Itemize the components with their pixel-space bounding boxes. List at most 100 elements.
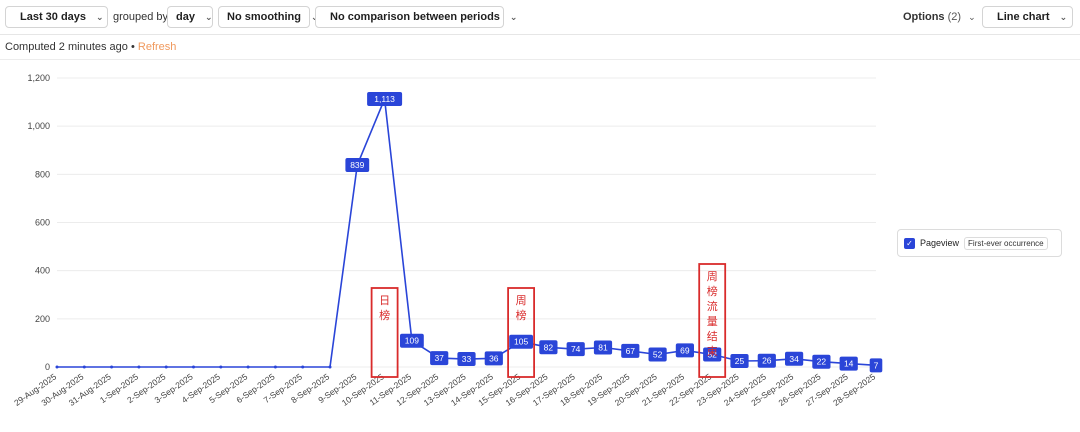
annotation-char: 日 [379,294,390,307]
chevron-down-icon: ⌄ [1059,12,1068,22]
insight-toolbar: Last 30 days ⌄ grouped by day ⌄ No smoot… [0,0,1080,35]
data-point [55,365,59,369]
refresh-link[interactable]: Refresh [137,41,177,53]
y-tick-label: 800 [35,169,50,179]
data-label-badge [621,343,640,358]
data-label: 36 [489,353,499,363]
chevron-down-icon: ⌄ [509,12,518,22]
annotation-char: 周 [707,270,718,283]
data-label-badge [509,334,533,349]
annotation-char: 量 [707,315,718,328]
grouped-by-label: grouped by [113,11,169,23]
data-label: 74 [571,344,581,354]
data-point [137,365,141,369]
data-point [82,365,86,369]
y-tick-label: 600 [35,218,50,228]
data-label-badge [593,340,613,355]
data-label: 52 [653,349,663,359]
computed-time: Computed 2 minutes ago [5,41,128,53]
data-point [164,365,168,369]
line-chart: 02004006008001,0001,20029-Aug-202530-Aug… [12,73,883,408]
chevron-down-icon: ⌄ [204,12,213,22]
data-label: 14 [844,359,854,369]
interval-select[interactable]: day ⌄ [167,6,213,28]
annotation-box [698,263,727,378]
data-label-badge [566,342,585,357]
data-label-badge [648,347,667,362]
data-label-badge [785,351,804,366]
series-line-pageview [57,98,877,368]
options-label: Options [903,11,945,23]
data-label-badge [539,340,558,355]
y-tick-label: 1,000 [27,121,50,131]
annotation-char: 结 [707,330,718,343]
data-label: 37 [434,353,444,363]
data-label: 69 [680,345,690,355]
options-button[interactable]: Options (2) ⌄ [903,6,976,28]
data-label-badge [457,352,476,367]
date-range-button[interactable]: Last 30 days ⌄ [5,6,108,28]
annotation-char: 榜 [707,284,718,298]
data-label: 26 [762,356,772,366]
chevron-down-icon: ⌄ [96,12,104,22]
chart-area: 0 200 400 600 800 1,000 1,200 29-Aug-2025 30-Aug… [0,60,1080,427]
legend-checkbox[interactable]: ✓ [904,237,915,249]
annotation-box [507,287,536,378]
data-label-badge [703,347,722,362]
data-label-badge [367,91,403,106]
chart-type-value: Line chart [997,11,1050,23]
data-label: 1,113 [374,94,395,104]
data-label: 82 [544,342,554,352]
data-point [273,365,277,369]
data-label-badge [675,343,694,358]
data-point [192,365,195,369]
data-label-badge [812,354,831,369]
data-label: 67 [626,346,636,356]
data-label: 81 [598,342,608,352]
y-tick-label: 1,200 [27,73,50,83]
data-label-badge [730,353,749,368]
options-count: (2) [947,11,962,23]
annotation-char: 榜 [516,308,527,322]
data-label-badge [430,351,449,366]
data-point [301,365,305,369]
data-label-badge [400,333,424,348]
smoothing-select[interactable]: No smoothing ⌄ [218,6,318,28]
smoothing-value: No smoothing [227,11,301,23]
legend-series-label: Pageview [920,238,960,248]
legend: ✓ Pageview First-ever occurrence [897,229,1062,257]
data-label: 52 [707,349,717,359]
comparison-value: No comparison between periods [330,11,500,23]
data-label: 105 [514,337,528,347]
data-point [219,365,223,369]
y-tick-label: 0 [45,362,50,372]
chart-type-select[interactable]: Line chart ⌄ [982,6,1073,28]
data-label: 34 [789,354,799,364]
annotation-box [370,287,399,378]
data-point [110,365,114,369]
y-tick-label: 400 [35,266,50,276]
data-label: 109 [405,336,419,346]
data-label: 22 [817,357,827,367]
data-label-badge [839,356,858,371]
annotation-char: 束 [707,345,718,358]
computed-status-bar: Computed 2 minutes ago • Refresh [0,35,1080,60]
chevron-down-icon: ⌄ [311,7,319,27]
data-label: 7 [874,360,879,370]
data-label-badge [345,157,370,172]
annotation-char: 周 [516,294,527,307]
comparison-select[interactable]: No comparison between periods ⌄ [315,6,517,28]
data-label: 839 [350,160,364,170]
date-range-label: Last 30 days [20,11,87,23]
interval-value: day [176,11,195,23]
legend-tag: First-ever occurrence [964,236,1048,250]
status-separator: • [130,41,135,53]
data-label-badge [869,358,883,373]
y-tick-label: 200 [35,314,50,324]
data-label: 33 [462,354,472,364]
data-point [328,365,332,369]
data-label: 25 [735,356,745,366]
chevron-down-icon: ⌄ [968,12,976,22]
annotation-char: 榜 [379,308,390,322]
data-label-badge [484,351,503,366]
